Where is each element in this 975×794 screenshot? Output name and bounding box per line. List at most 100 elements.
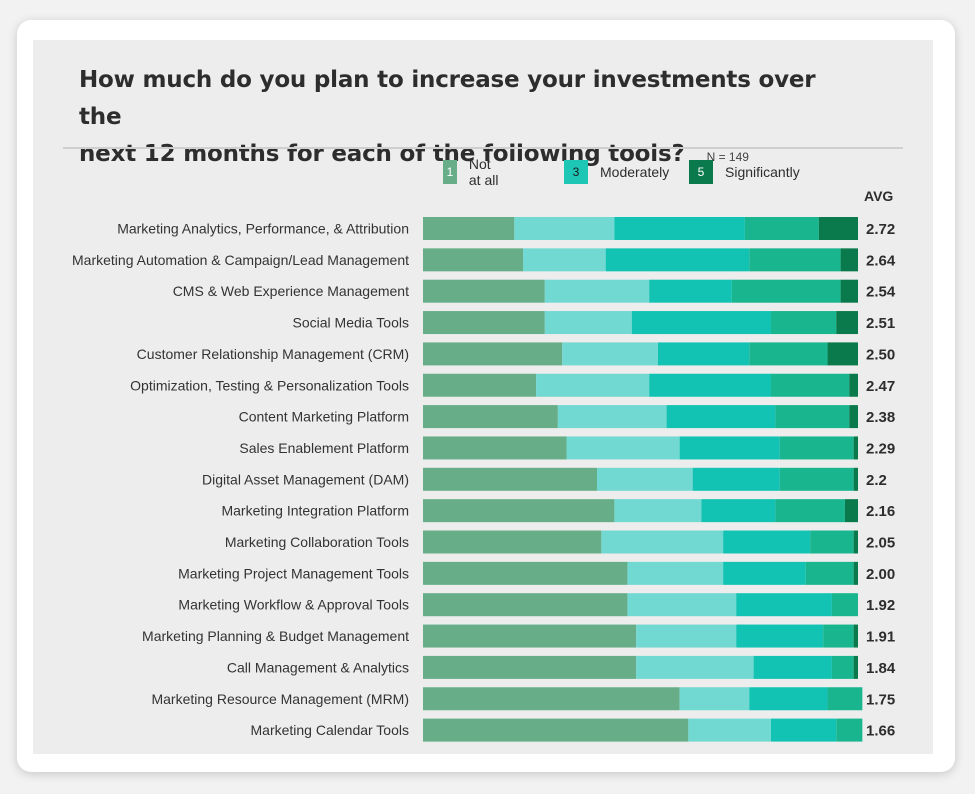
bar-segment-4 (749, 248, 841, 272)
avg-value: 2.38 (866, 409, 895, 426)
category-label: Call Management & Analytics (227, 659, 409, 675)
legend-item-moderately: 3 Moderately (564, 160, 669, 184)
bar-segment-5 (853, 655, 858, 679)
avg-value: 2.72 (866, 221, 895, 238)
legend-label-1: Not at all (468, 156, 499, 188)
bar-segment-4 (810, 530, 854, 554)
bar-segment-2 (514, 217, 615, 240)
bar-segment-4 (779, 436, 854, 460)
category-label: Marketing Analytics, Performance, & Attr… (117, 221, 409, 237)
category-label: Social Media Tools (293, 315, 409, 331)
bar-segment-5 (836, 311, 858, 335)
avg-value: 1.92 (866, 597, 895, 614)
bar-segment-5 (840, 279, 858, 303)
bar-segment-5 (818, 217, 858, 240)
bar-segment-2 (544, 311, 632, 335)
legend-label-3: Moderately (600, 164, 670, 180)
bar-segment-2 (562, 342, 658, 366)
bar-segment-3 (666, 405, 776, 429)
bar-segment-2 (627, 593, 737, 617)
bar-segment-4 (749, 342, 828, 366)
bar-segment-2 (614, 499, 702, 523)
bar-segment-2 (679, 687, 750, 711)
bar-segment-2 (536, 373, 650, 397)
legend-item-not-at-all: 1 Not at all (443, 156, 501, 188)
bar-segment-3 (736, 624, 824, 648)
bar-segment-3 (753, 655, 832, 679)
bar-segment-1 (423, 530, 602, 554)
legend-label-5: Significantly (725, 164, 800, 180)
bar-segment-2 (597, 467, 693, 491)
bar-segment-5 (853, 530, 858, 554)
legend-item-significantly: 5 Significantly (689, 160, 800, 184)
bar-segment-5 (827, 342, 858, 366)
bar-segment-3 (771, 718, 837, 742)
bar-segment-3 (723, 561, 806, 585)
avg-value: 2.64 (866, 252, 896, 269)
category-label: Optimization, Testing & Personalization … (130, 377, 409, 393)
title-line-1: How much do you plan to increase your in… (79, 67, 816, 130)
legend-swatch-3: 3 (564, 160, 588, 184)
bar-segment-2 (636, 655, 754, 679)
bar-segment-2 (636, 624, 737, 648)
bar-segment-4 (831, 593, 858, 617)
bar-segment-3 (749, 687, 828, 711)
bar-segment-2 (601, 530, 724, 554)
bar-segment-4 (805, 561, 854, 585)
category-label: Content Marketing Platform (239, 409, 409, 425)
category-label: Marketing Collaboration Tools (225, 534, 409, 550)
bar-segment-1 (423, 624, 637, 648)
avg-value: 2.2 (866, 472, 887, 489)
bar-segment-1 (423, 279, 545, 303)
bar-segment-4 (831, 655, 854, 679)
avg-value: 2.29 (866, 440, 895, 457)
bar-segment-3 (679, 436, 780, 460)
bar-segment-5 (840, 248, 858, 272)
bar-segment-4 (744, 217, 819, 240)
bar-segment-1 (423, 248, 524, 272)
bar-segment-4 (731, 279, 841, 303)
bar-segment-1 (423, 655, 637, 679)
bar-segment-3 (605, 248, 750, 272)
bar-segment-1 (423, 499, 615, 523)
bar-segment-4 (836, 718, 863, 742)
bar-segment-4 (779, 467, 854, 491)
bar-segment-5 (853, 561, 858, 585)
bar-segment-4 (823, 624, 854, 648)
bar-segment-3 (723, 530, 811, 554)
legend-swatch-1: 1 (443, 160, 457, 184)
avg-value: 2.16 (866, 503, 895, 520)
bar-segment-1 (423, 311, 545, 335)
avg-column-header: AVG (864, 188, 894, 204)
category-label: CMS & Web Experience Management (173, 283, 409, 299)
avg-value: 1.84 (866, 660, 896, 677)
bar-segment-1 (423, 687, 680, 711)
bar-segment-1 (423, 373, 537, 397)
bar-segment-4 (775, 405, 850, 429)
category-label: Sales Enablement Platform (239, 440, 409, 456)
bar-segment-2 (557, 405, 667, 429)
bar-segment-1 (423, 718, 689, 742)
bar-segment-5 (849, 373, 858, 397)
bar-segment-3 (701, 499, 776, 523)
bar-segment-3 (649, 373, 771, 397)
bar-segment-3 (649, 279, 732, 303)
bar-segment-2 (627, 561, 724, 585)
bar-segment-1 (423, 342, 563, 366)
bar-segment-1 (423, 593, 628, 617)
bar-segment-4 (771, 311, 837, 335)
avg-value: 2.51 (866, 315, 895, 332)
bar-segment-5 (853, 467, 858, 491)
bar-segment-1 (423, 405, 558, 429)
bar-segment-1 (423, 561, 628, 585)
bar-segment-3 (657, 342, 750, 366)
category-label: Marketing Integration Platform (221, 503, 409, 519)
bar-segment-4 (771, 373, 850, 397)
bar-segment-3 (631, 311, 771, 335)
bar-segment-5 (844, 499, 858, 523)
category-label: Customer Relationship Management (CRM) (137, 346, 409, 362)
bar-segment-2 (544, 279, 650, 303)
bar-segment-2 (523, 248, 606, 272)
category-label: Digital Asset Management (DAM) (202, 471, 409, 487)
